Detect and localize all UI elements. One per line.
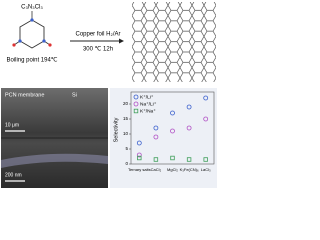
atom (42, 39, 46, 43)
boiling-point: Boiling point 194℃ (6, 58, 57, 64)
legend-label: Na⁺/Li⁺ (140, 101, 157, 107)
plot-frame (130, 91, 215, 165)
y-tick-label: 15 (123, 116, 129, 121)
x-tick-label: MgCl₂ (167, 167, 178, 172)
point (133, 108, 139, 114)
condition: 300 ℃ 12h (83, 47, 113, 53)
condition: Copper foil H₂/Ar (75, 32, 120, 38)
pcn-network (132, 2, 216, 82)
point (133, 101, 139, 107)
point (203, 157, 208, 162)
atom (18, 39, 22, 43)
legend-label: K⁺/Li⁺ (140, 94, 154, 100)
point (170, 155, 175, 161)
membrane-layer (1, 153, 108, 168)
point (170, 110, 175, 116)
y-tick-label: 10 (123, 131, 129, 136)
scale-label: 10 μm (5, 122, 19, 128)
point (186, 157, 192, 162)
y-tick-label: 5 (125, 146, 128, 151)
point (153, 134, 159, 140)
sem-label: Si (72, 92, 77, 98)
x-tick-label: CaCl₂ (151, 167, 162, 172)
arrow-head (119, 38, 124, 44)
point (186, 125, 192, 131)
y-tick-label: 0 (125, 161, 128, 166)
x-tick-label: Ternary salts (128, 167, 151, 172)
plot: 0 5 10 15 20 Ternary salts CaCl₂ MgCl₂ K₃Fe(CN)₆… (123, 91, 215, 172)
point (133, 94, 139, 100)
atom (48, 43, 52, 47)
point (153, 125, 159, 131)
x-tick-label: K₃Fe(CN)₆ (180, 167, 199, 172)
atom (30, 18, 34, 22)
sem-label: PCN membrane (5, 92, 44, 98)
chart-panel (110, 88, 217, 188)
graphical-abstract: C₃N₃Cl₃ Boiling point 194℃ Copper foil H… (0, 0, 218, 189)
precursor: C₃N₃Cl₃ (21, 5, 43, 11)
point (136, 152, 142, 158)
point (203, 116, 209, 122)
legend-label: K⁺/Na⁺ (140, 108, 156, 114)
point (136, 140, 142, 146)
y-axis-label: Selectivity (113, 117, 119, 142)
point (153, 157, 159, 162)
triazine-ring (19, 19, 45, 49)
y-tick-label: 20 (123, 101, 129, 106)
x-tick-label: LaCl₃ (201, 167, 211, 172)
scale-label: 200 nm (5, 172, 22, 178)
point (170, 128, 175, 134)
atom (12, 43, 16, 47)
point (186, 104, 192, 110)
point (137, 155, 142, 161)
point (203, 95, 209, 101)
